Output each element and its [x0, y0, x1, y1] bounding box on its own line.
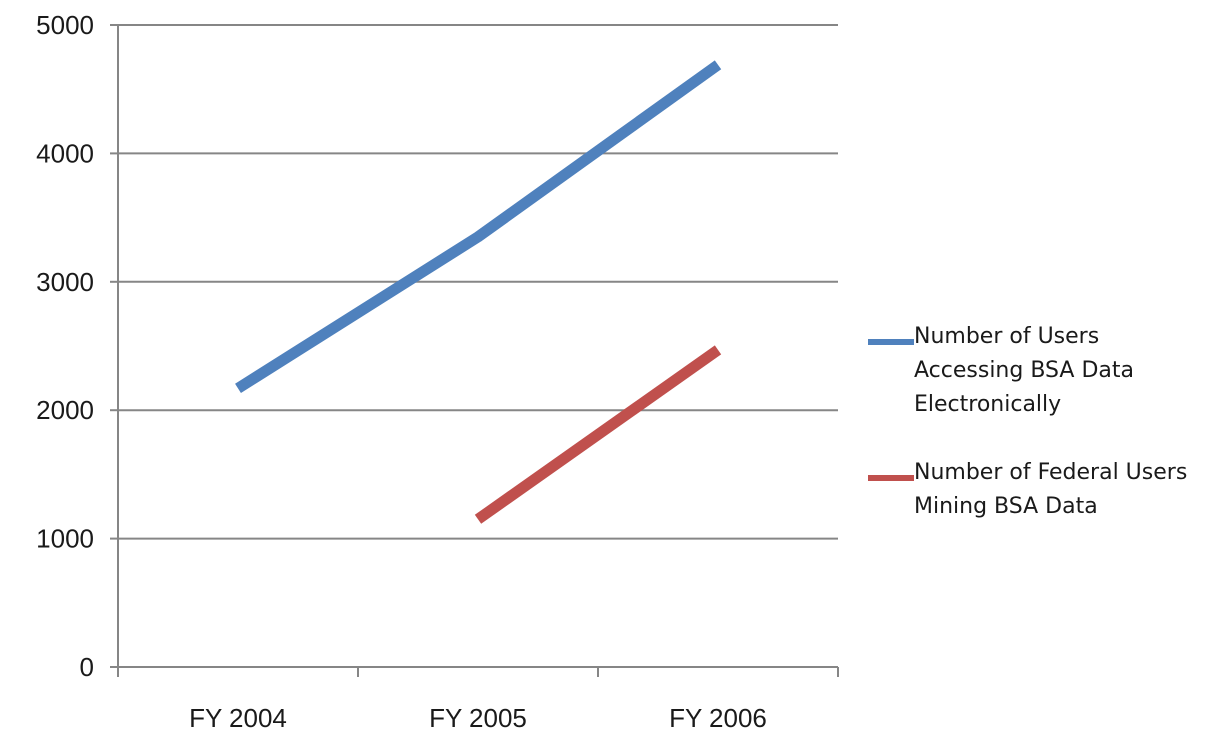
- gridlines: [118, 24, 838, 540]
- x-tick-label: FY 2005: [429, 703, 527, 732]
- series-line-1: [474, 345, 722, 524]
- legend-label-federal-users: Number of Federal Users Mining BSA Data: [914, 460, 1188, 519]
- legend-item-users-accessing: Number of Users Accessing BSA Data Elect…: [868, 320, 1212, 422]
- y-tick-label: 4000: [36, 138, 94, 168]
- legend: Number of Users Accessing BSA Data Elect…: [868, 320, 1212, 524]
- legend-swatch-federal-users: [868, 475, 914, 481]
- axes: [110, 24, 839, 677]
- y-tick-label: 3000: [36, 267, 94, 297]
- y-tick-label: 1000: [36, 524, 94, 554]
- y-axis-tick-labels: 0 1000 2000 3000 4000 5000: [36, 10, 94, 682]
- series-line-0: [235, 60, 722, 394]
- y-tick-label: 2000: [36, 395, 94, 425]
- series-lines: [235, 60, 722, 524]
- legend-swatch-users-accessing: [868, 339, 914, 345]
- x-tick-label: FY 2006: [669, 703, 767, 732]
- y-tick-label: 5000: [36, 10, 94, 40]
- x-tick-label: FY 2004: [189, 703, 287, 732]
- legend-item-federal-users: Number of Federal Users Mining BSA Data: [868, 456, 1212, 524]
- y-tick-label: 0: [80, 652, 94, 682]
- legend-label-users-accessing: Number of Users Accessing BSA Data Elect…: [914, 324, 1134, 417]
- x-axis-tick-labels: FY 2004 FY 2005 FY 2006: [189, 703, 767, 732]
